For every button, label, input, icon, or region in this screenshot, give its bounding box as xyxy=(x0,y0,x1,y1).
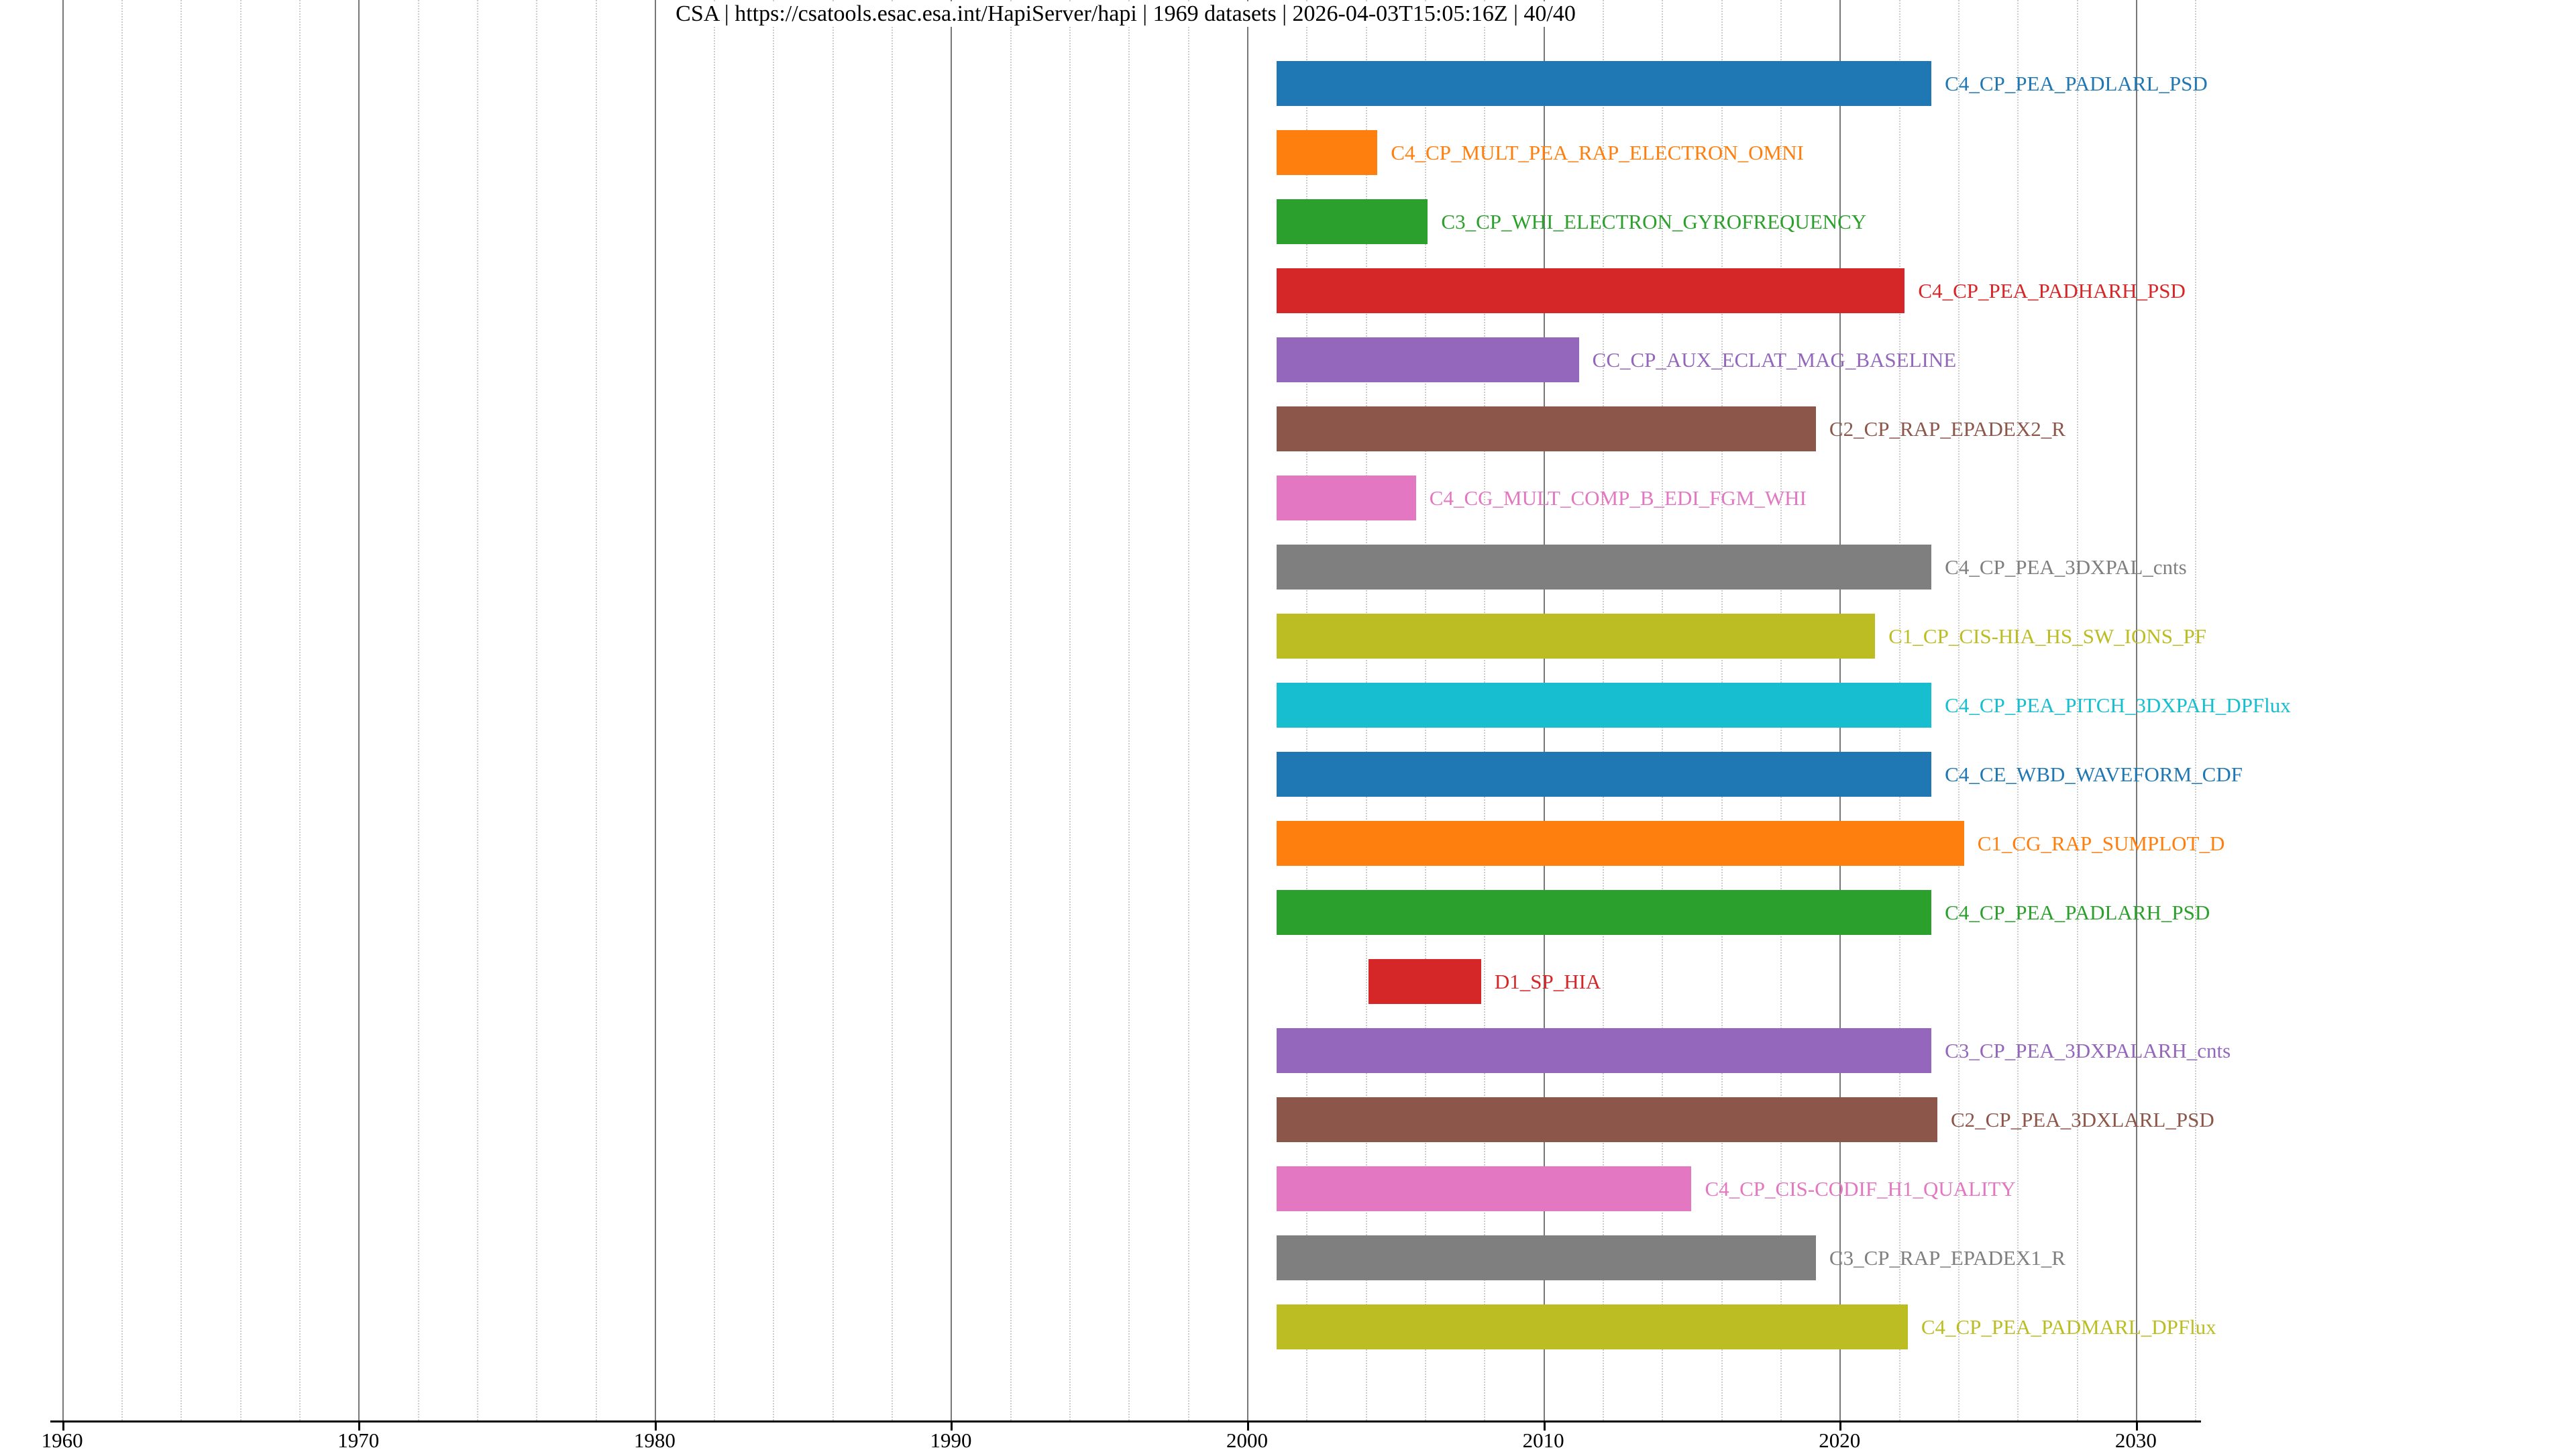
x-tick-label: 2020 xyxy=(1819,1429,1861,1452)
coverage-bar xyxy=(1277,1235,1816,1280)
major-gridline xyxy=(1247,0,1249,1420)
dataset-label: C1_CG_RAP_SUMPLOT_D xyxy=(1977,831,2225,855)
dataset-label: C2_CP_PEA_3DXLARL_PSD xyxy=(1950,1107,2214,1131)
minor-gridline xyxy=(595,0,597,1420)
x-tick xyxy=(358,1422,361,1431)
major-gridline xyxy=(951,0,953,1420)
minor-gridline xyxy=(714,0,716,1420)
coverage-bar xyxy=(1368,958,1481,1004)
coverage-bar xyxy=(1277,199,1428,244)
minor-gridline xyxy=(476,0,478,1420)
minor-gridline xyxy=(2017,0,2019,1420)
coverage-bar xyxy=(1277,406,1816,451)
x-tick xyxy=(951,1422,953,1431)
minor-gridline xyxy=(1187,0,1189,1420)
x-tick-label: 2010 xyxy=(1522,1429,1564,1452)
dataset-label: C4_CP_PEA_PITCH_3DXPAH_DPFlux xyxy=(1945,693,2291,717)
minor-gridline xyxy=(536,0,538,1420)
coverage-bar xyxy=(1277,751,1932,797)
dataset-label: C4_CP_MULT_PEA_RAP_ELECTRON_OMNI xyxy=(1391,140,1804,164)
coverage-bar xyxy=(1277,1097,1937,1142)
dataset-label: C4_CG_MULT_COMP_B_EDI_FGM_WHI xyxy=(1429,486,1807,510)
coverage-bar xyxy=(1277,544,1932,590)
coverage-bar xyxy=(1277,1166,1692,1211)
x-tick xyxy=(62,1422,64,1431)
minor-gridline xyxy=(180,0,182,1420)
dataset-label: C3_CP_PEA_3DXPALARH_cnts xyxy=(1945,1038,2231,1062)
x-axis-line xyxy=(50,1420,2201,1422)
minor-gridline xyxy=(1128,0,1130,1420)
x-tick xyxy=(654,1422,657,1431)
dataset-label: D1_SP_HIA xyxy=(1494,969,1601,993)
minor-gridline xyxy=(2195,0,2197,1420)
dataset-label: C4_CE_WBD_WAVEFORM_CDF xyxy=(1945,762,2243,786)
dataset-label: C4_CP_PEA_PADMARL_DPFlux xyxy=(1921,1315,2216,1339)
x-tick-label: 1990 xyxy=(930,1429,972,1452)
minor-gridline xyxy=(832,0,834,1420)
coverage-bar xyxy=(1277,682,1932,728)
coverage-bar xyxy=(1277,1304,1908,1349)
dataset-label: C4_CP_PEA_PADHARH_PSD xyxy=(1918,278,2186,302)
coverage-bar xyxy=(1277,129,1378,175)
minor-gridline xyxy=(299,0,301,1420)
x-tick xyxy=(1543,1422,1546,1431)
coverage-bar xyxy=(1277,889,1932,935)
minor-gridline xyxy=(1069,0,1071,1420)
x-tick-label: 2030 xyxy=(2114,1429,2157,1452)
x-tick xyxy=(1247,1422,1250,1431)
dataset-label: C4_CP_PEA_3DXPAL_cnts xyxy=(1945,555,2187,579)
x-tick-label: 1970 xyxy=(337,1429,380,1452)
dataset-label: C3_CP_RAP_EPADEX1_R xyxy=(1829,1245,2065,1270)
major-gridline xyxy=(358,0,360,1420)
minor-gridline xyxy=(2076,0,2078,1420)
major-gridline xyxy=(654,0,656,1420)
major-gridline xyxy=(2135,0,2137,1420)
coverage-bar xyxy=(1277,820,1964,866)
minor-gridline xyxy=(417,0,419,1420)
x-tick-label: 1960 xyxy=(41,1429,83,1452)
x-tick xyxy=(2135,1422,2138,1431)
x-tick-label: 2000 xyxy=(1226,1429,1269,1452)
dataset-label: C4_CP_CIS-CODIF_H1_QUALITY xyxy=(1705,1176,2016,1200)
minor-gridline xyxy=(773,0,775,1420)
dataset-label: C1_CP_CIS-HIA_HS_SW_IONS_PF xyxy=(1888,624,2206,648)
coverage-bar xyxy=(1277,268,1905,313)
minor-gridline xyxy=(121,0,123,1420)
x-tick xyxy=(1839,1422,1842,1431)
dataset-label: C4_CP_PEA_PADLARL_PSD xyxy=(1945,71,2208,95)
dataset-label: C3_CP_WHI_ELECTRON_GYROFREQUENCY xyxy=(1441,209,1867,233)
coverage-bar xyxy=(1277,613,1876,659)
coverage-bar xyxy=(1277,337,1579,382)
coverage-bar xyxy=(1277,1027,1932,1073)
chart-title: CSA | https://csatools.esac.esa.int/Hapi… xyxy=(665,1,1587,27)
coverage-bar xyxy=(1277,475,1416,520)
minor-gridline xyxy=(1957,0,1960,1420)
dataset-label: CC_CP_AUX_ECLAT_MAG_BASELINE xyxy=(1592,347,1957,372)
major-gridline xyxy=(62,0,64,1420)
dataset-label: C2_CP_RAP_EPADEX2_R xyxy=(1829,416,2065,441)
x-tick-label: 1980 xyxy=(633,1429,676,1452)
minor-gridline xyxy=(239,0,241,1420)
coverage-bar xyxy=(1277,60,1932,106)
minor-gridline xyxy=(1010,0,1012,1420)
minor-gridline xyxy=(892,0,894,1420)
dataset-label: C4_CP_PEA_PADLARH_PSD xyxy=(1945,900,2210,924)
